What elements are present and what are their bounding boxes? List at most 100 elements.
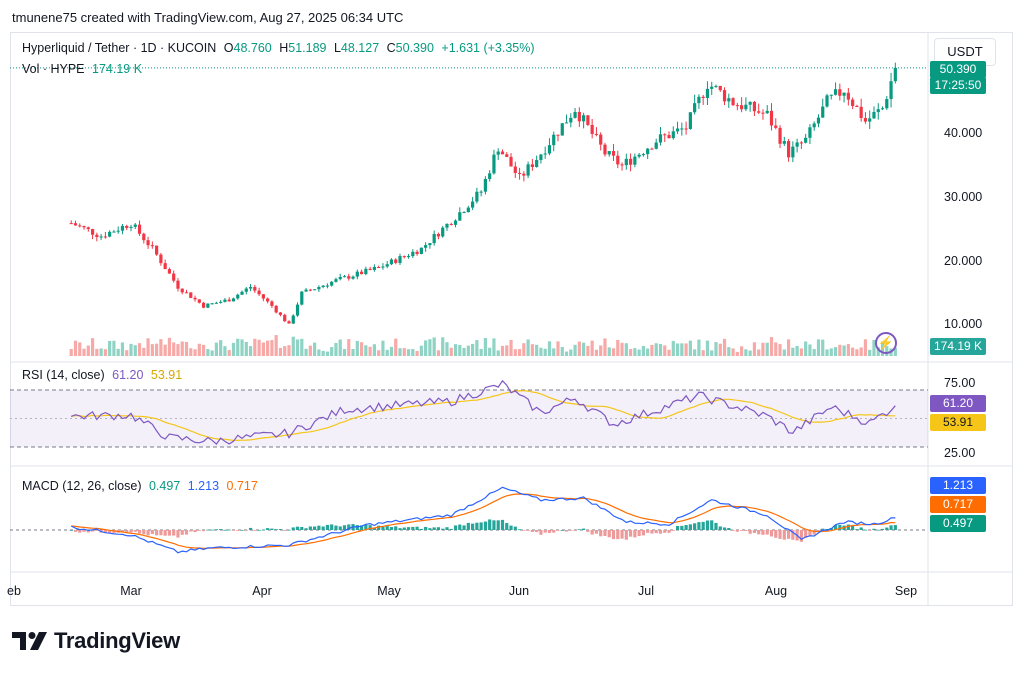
macd-hist-bar: [219, 529, 223, 530]
volume-bar: [381, 340, 385, 356]
candle-body: [355, 271, 359, 277]
volume-bar: [786, 339, 791, 356]
volume-bar: [462, 347, 466, 356]
candle-body: [564, 122, 569, 124]
volume-bar: [248, 346, 253, 356]
volume-bar: [291, 336, 295, 356]
volume-bar: [650, 344, 654, 356]
macd-hist-bar: [735, 530, 739, 532]
candle-body: [833, 89, 838, 95]
volume-bar: [812, 349, 816, 356]
candle-body: [116, 230, 120, 232]
symbol-legend[interactable]: Hyperliquid / Tether · 1D · KUCOIN O48.7…: [22, 41, 539, 55]
candle-body: [176, 280, 180, 289]
candle-body: [248, 287, 253, 289]
candle-body: [253, 287, 257, 291]
last-price-badge: 50.390: [930, 61, 986, 78]
macd-hist-bar: [368, 525, 372, 530]
macd-hist-bar: [782, 530, 786, 540]
candle-body: [535, 159, 539, 168]
volume-bar: [697, 339, 701, 356]
volume-bar: [458, 344, 462, 356]
candle-body: [308, 289, 312, 291]
macd-badge: 1.213: [930, 477, 986, 494]
rsi-ma-line: [71, 390, 896, 441]
macd-hist-bar: [526, 530, 530, 531]
volume-bar: [714, 342, 718, 356]
rsi-legend[interactable]: RSI (14, close) 61.20 53.91: [22, 368, 186, 382]
volume-bar: [705, 340, 710, 356]
macd-hist-bar: [889, 525, 893, 530]
candle-body: [876, 109, 880, 113]
macd-hist-bar: [552, 530, 556, 533]
macd-hist-bar: [851, 526, 855, 530]
macd-hist-bar: [223, 529, 227, 531]
candle-body: [364, 268, 368, 275]
macd-hist-bar: [321, 526, 325, 530]
macd-hist-bar: [244, 530, 248, 531]
candle-body: [675, 128, 680, 132]
x-tick: Apr: [252, 584, 272, 598]
volume-bar: [654, 343, 658, 356]
volume-bar: [466, 345, 470, 356]
volume-bar: [231, 342, 236, 356]
volume-bar: [778, 344, 782, 356]
macd-hist-bar: [599, 530, 603, 537]
candle-body: [321, 285, 325, 288]
volume-bar: [522, 343, 526, 356]
flash-icon[interactable]: ⚡: [875, 332, 897, 354]
volume-bar: [334, 342, 338, 356]
tradingview-logo[interactable]: TradingView: [12, 628, 180, 654]
macd-hist-bar: [381, 526, 385, 530]
volume-bar: [240, 339, 244, 356]
macd-hist-bar: [308, 526, 312, 530]
macd-hist-bar: [155, 530, 159, 536]
grid-layer: [10, 32, 1013, 606]
candle-body: [449, 223, 453, 225]
x-tick: Jun: [508, 584, 530, 598]
volume-bar: [509, 339, 513, 356]
candle-body: [137, 224, 142, 234]
candle-body: [351, 276, 355, 279]
macd-hist-bar: [607, 530, 611, 538]
volume-bar: [78, 342, 82, 356]
chart-frame[interactable]: [10, 32, 1013, 606]
price-tick: 40.000: [944, 126, 983, 140]
candle-body: [684, 128, 688, 130]
volume-bar: [757, 349, 761, 356]
volume-bar: [701, 350, 705, 356]
rsi-tick: 75.00: [944, 376, 976, 390]
candle-body: [432, 234, 436, 244]
macd-hist-bar: [120, 530, 125, 533]
candle-body: [394, 259, 398, 263]
volume-bar: [163, 344, 167, 356]
macd-legend[interactable]: MACD (12, 26, close) 0.497 1.213 0.717: [22, 479, 262, 493]
macd-signal-value: 0.717: [226, 479, 258, 493]
macd-hist-bar: [394, 526, 398, 530]
volume-bar: [180, 341, 184, 356]
macd-hist-bar: [684, 525, 688, 530]
volume-bar: [287, 345, 291, 356]
macd-hist-bar: [710, 520, 714, 530]
candle-body: [150, 245, 154, 247]
close-key: C: [386, 41, 396, 55]
candle-body: [436, 234, 441, 237]
open-key: O: [223, 41, 234, 55]
volume-bar: [330, 347, 334, 356]
candle-body: [667, 135, 671, 139]
candle-body: [607, 151, 611, 155]
candle-body: [757, 111, 761, 113]
macd-hist-bar: [471, 523, 475, 530]
macd-hist-bar: [330, 524, 334, 530]
candle-body: [517, 172, 522, 174]
volume-legend[interactable]: Vol · HYPE 174.19 K: [22, 62, 146, 76]
macd-hist-bar: [688, 524, 692, 530]
candle-body: [560, 123, 564, 136]
macd-hist-bar: [342, 525, 347, 530]
macd-hist-bar: [586, 530, 590, 532]
rsi-pane: [10, 379, 928, 448]
candle-body: [223, 299, 227, 302]
macd-hist-bar: [535, 530, 539, 533]
volume-bar: [594, 349, 599, 356]
